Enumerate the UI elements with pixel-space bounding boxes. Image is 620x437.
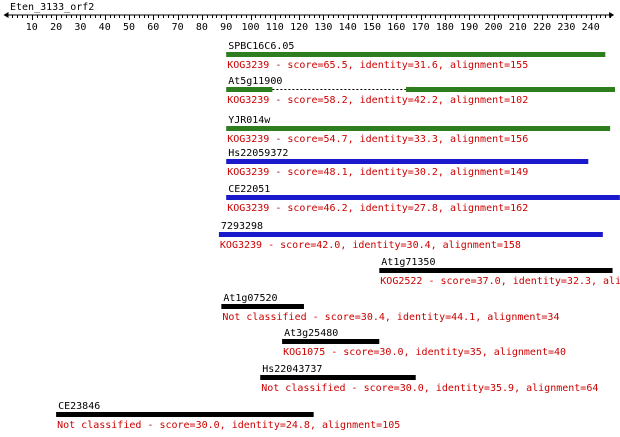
hit-info[interactable]: KOG1075 - score=30.0, identity=35, align… [283,347,566,358]
hit-name[interactable]: YJR014w [228,115,271,126]
ruler-tick-label: 130 [314,22,332,33]
hit-info[interactable]: KOG3239 - score=65.5, identity=31.6, ali… [227,60,528,71]
hit-name[interactable]: At3g25480 [284,328,338,339]
hit-name[interactable]: At1g07520 [223,293,277,304]
ruler-tick-label: 100 [241,22,259,33]
hit-row[interactable]: At1g71350 KOG2522 - score=37.0, identity=… [379,257,620,287]
hit-bar[interactable] [379,268,613,273]
ruler-tick-label: 120 [290,22,308,33]
hit-row[interactable]: At3g25480 KOG1075 - score=30.0, identity=… [282,328,566,358]
hit-bar[interactable] [226,195,620,200]
ruler-tick-label: 90 [220,22,232,33]
ruler-tick-label: 160 [387,22,405,33]
ruler: 10 20 30 40 50 60 70 80 90 100 110 120 130 140 150 160 1… [3,12,615,33]
hit-row[interactable]: YJR014w KOG3239 - score=54.7, identity=33… [226,115,611,145]
ruler-tick-label: 140 [339,22,357,33]
ruler-tick-label: 60 [147,22,159,33]
query-title: Eten_3133_orf2 [10,2,94,13]
ruler-tick-label: 40 [99,22,111,33]
ruler-tick-label: 210 [509,22,527,33]
hit-row[interactable]: At1g07520 Not classified - score=30.4, id… [221,293,559,323]
hit-info[interactable]: KOG3239 - score=58.2, identity=42.2, ali… [227,95,528,106]
hit-row[interactable]: At5g11900 KOG3239 - score=58.2, identity=… [226,76,615,106]
ruler-tick-label: 230 [557,22,575,33]
ruler-tick-label: 240 [582,22,600,33]
hit-bar[interactable] [406,87,615,92]
hit-bar[interactable] [226,159,589,164]
ruler-tick-label: 30 [74,22,86,33]
hit-name[interactable]: Hs22043737 [262,364,322,375]
hit-row[interactable]: CE23846 Not classified - score=30.0, iden… [56,401,400,431]
hit-bar[interactable] [226,87,273,92]
hit-bar[interactable] [226,126,611,131]
ruler-tick-label: 220 [533,22,551,33]
ruler-tick-label: 50 [123,22,135,33]
hit-info[interactable]: Not classified - score=30.0, identity=24… [57,420,400,431]
ruler-left-arrow-icon [3,12,9,18]
ruler-tick-label: 10 [26,22,38,33]
hit-bar[interactable] [218,232,603,237]
hit-info[interactable]: KOG2522 - score=37.0, identity=32.3, ali… [380,276,620,287]
ruler-tick-label: 190 [460,22,478,33]
hits-list: SPBC16C6.05 KOG3239 - score=65.5, identit… [56,41,620,431]
ruler-tick-label: 150 [363,22,381,33]
hit-bar[interactable] [282,339,380,344]
hit-info[interactable]: KOG3239 - score=54.7, identity=33.3, ali… [227,134,528,145]
hit-row[interactable]: CE22051 KOG3239 - score=46.2, identity=27… [226,184,620,214]
ruler-right-arrow-icon [609,12,615,18]
hit-name[interactable]: At5g11900 [228,76,282,87]
ruler-tick-label: 200 [484,22,502,33]
hit-name[interactable]: SPBC16C6.05 [228,41,294,52]
hit-row[interactable]: Hs22043737 Not classified - score=30.0, i… [260,364,598,394]
hit-row[interactable]: Hs22059372 KOG3239 - score=48.1, identity… [226,148,589,178]
ruler-tick-label: 170 [412,22,430,33]
hit-name[interactable]: At1g71350 [381,257,435,268]
hit-name[interactable]: CE22051 [228,184,270,195]
ruler-tick-label: 70 [172,22,184,33]
ruler-tick-label: 80 [196,22,208,33]
hit-info[interactable]: KOG3239 - score=46.2, identity=27.8, ali… [227,203,528,214]
hit-name[interactable]: Hs22059372 [228,148,288,159]
hit-bar[interactable] [56,412,314,417]
hit-name[interactable]: CE23846 [58,401,100,412]
ruler-tick-label: 20 [50,22,62,33]
hit-info[interactable]: Not classified - score=30.0, identity=35… [261,383,598,394]
hit-info[interactable]: KOG3239 - score=48.1, identity=30.2, ali… [227,167,528,178]
hit-row[interactable]: 7293298 KOG3239 - score=42.0, identity=30… [218,221,603,251]
ruler-tick-label: 110 [266,22,284,33]
hit-bar[interactable] [226,52,606,57]
hit-row[interactable]: SPBC16C6.05 KOG3239 - score=65.5, identit… [226,41,606,71]
hit-bar[interactable] [221,304,304,309]
hit-bar[interactable] [260,375,416,380]
hit-name[interactable]: 7293298 [221,221,263,232]
ruler-tick-label: 180 [436,22,454,33]
hit-info[interactable]: KOG3239 - score=42.0, identity=30.4, ali… [220,240,521,251]
hit-info[interactable]: Not classified - score=30.4, identity=44… [222,312,559,323]
